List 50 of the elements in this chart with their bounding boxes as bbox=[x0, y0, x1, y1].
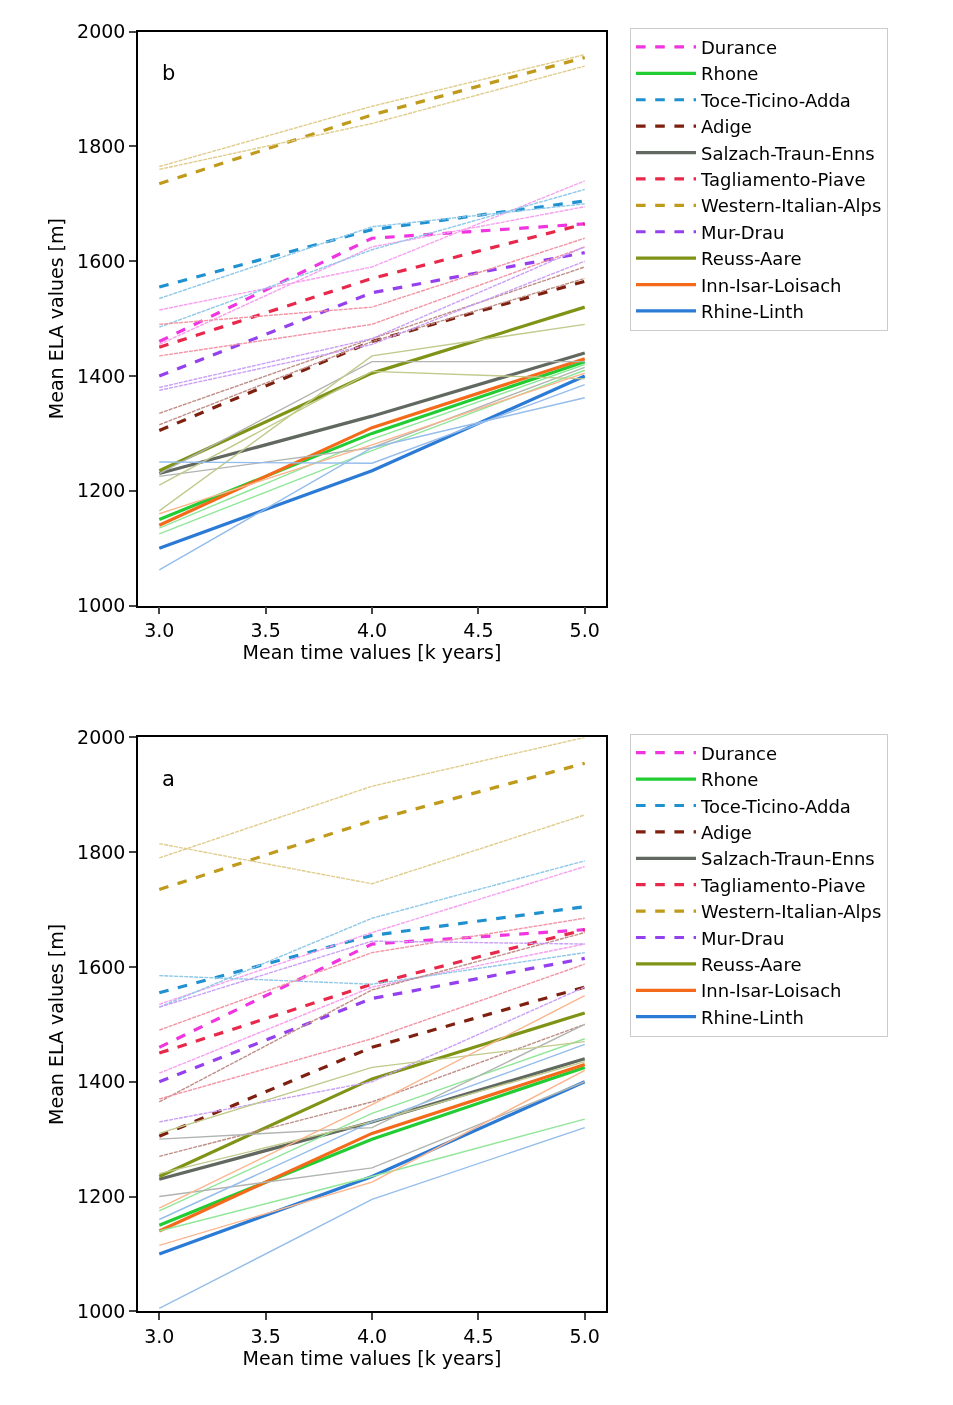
x-tick-label: 3.0 bbox=[144, 1324, 175, 1347]
legend-label: Adige bbox=[701, 821, 752, 843]
y-axis-title: Mean ELA values [m] bbox=[45, 923, 68, 1125]
legend-label: Reuss-Aare bbox=[701, 248, 802, 270]
legend-label: Durance bbox=[701, 36, 778, 58]
y-tick-label: 1600 bbox=[77, 955, 126, 978]
x-tick-label: 5.0 bbox=[569, 619, 600, 642]
y-tick-label: 2000 bbox=[77, 726, 126, 749]
legend-label: Inn-Isar-Loisach bbox=[701, 980, 842, 1002]
legend-label: Salzach-Traun-Enns bbox=[701, 848, 875, 870]
legend-label: Rhine-Linth bbox=[701, 1006, 804, 1028]
legend-label: Salzach-Traun-Enns bbox=[701, 142, 875, 164]
x-tick-label: 5.0 bbox=[569, 1324, 600, 1347]
y-tick-label: 1800 bbox=[77, 840, 126, 863]
legend-label: Rhine-Linth bbox=[701, 300, 804, 322]
annotation: b bbox=[162, 61, 176, 85]
legend-label: Toce-Ticino-Adda bbox=[700, 795, 851, 817]
legend-label: Mur-Drau bbox=[701, 221, 785, 243]
x-axis-title: Mean time values [k years] bbox=[242, 1347, 502, 1370]
legend-label: Western-Italian-Alps bbox=[701, 901, 882, 923]
legend-label: Reuss-Aare bbox=[701, 953, 802, 975]
x-tick-label: 3.5 bbox=[250, 1324, 281, 1347]
legend-label: Rhone bbox=[701, 769, 759, 791]
y-tick-label: 1400 bbox=[77, 364, 126, 387]
x-axis-title: Mean time values [k years] bbox=[242, 641, 502, 664]
x-tick-label: 3.0 bbox=[144, 619, 175, 642]
legend-label: Tagliamento-Piave bbox=[700, 874, 866, 896]
y-tick-label: 1200 bbox=[77, 479, 126, 502]
y-tick-label: 1200 bbox=[77, 1185, 126, 1208]
x-tick-label: 4.5 bbox=[463, 1324, 494, 1347]
annotation: a bbox=[162, 767, 175, 791]
x-tick-label: 4.0 bbox=[356, 1324, 388, 1347]
legend-label: Mur-Drau bbox=[701, 927, 785, 949]
legend-label: Durance bbox=[701, 742, 778, 764]
legend-label: Tagliamento-Piave bbox=[700, 168, 866, 190]
y-tick-label: 1000 bbox=[77, 1299, 126, 1322]
y-axis-title: Mean ELA values [m] bbox=[45, 218, 68, 420]
x-tick-label: 3.5 bbox=[250, 619, 281, 642]
legend-label: Toce-Ticino-Adda bbox=[700, 89, 851, 111]
y-tick-label: 1800 bbox=[77, 135, 126, 158]
legend-label: Western-Italian-Alps bbox=[701, 195, 882, 217]
y-tick-label: 1000 bbox=[77, 594, 126, 617]
y-tick-label: 1400 bbox=[77, 1070, 126, 1093]
y-tick-label: 2000 bbox=[77, 20, 126, 43]
x-tick-label: 4.0 bbox=[356, 619, 388, 642]
y-tick-label: 1600 bbox=[77, 249, 126, 272]
x-tick-label: 4.5 bbox=[463, 619, 494, 642]
legend-label: Rhone bbox=[701, 63, 759, 85]
legend-label: Inn-Isar-Loisach bbox=[701, 274, 842, 296]
legend-label: Adige bbox=[701, 116, 752, 138]
